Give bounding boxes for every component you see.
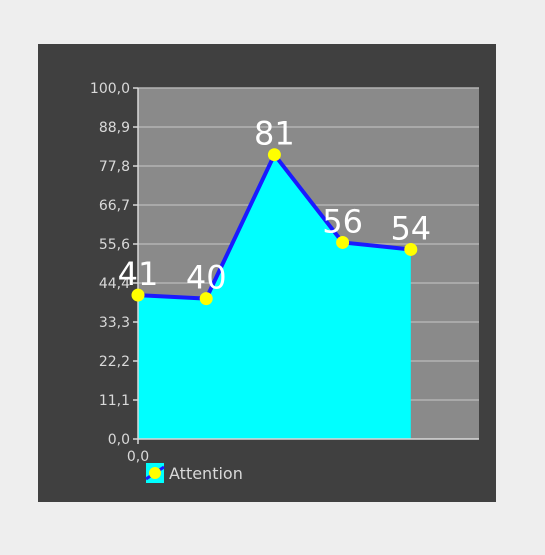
data-label: 54 (390, 209, 431, 247)
y-tick-label: 0,0 (108, 432, 130, 448)
data-point[interactable] (404, 242, 418, 256)
data-point[interactable] (131, 288, 145, 302)
y-tick-label: 55,6 (99, 237, 130, 253)
y-tick-label: 44,4 (99, 276, 130, 292)
legend-marker (149, 467, 161, 479)
attention-chart: 0,0 11,1 22,2 33,3 44,4 55,6 66,7 77,8 88,9 100,0… (90, 81, 479, 483)
y-tick-label: 11,1 (99, 393, 130, 409)
x-tick-label: 0,0 (127, 449, 149, 465)
chart-card: 0,0 11,1 22,2 33,3 44,4 55,6 66,7 77,8 88,9 100,0… (38, 44, 496, 502)
data-label: 56 (322, 202, 363, 240)
series-area (138, 154, 411, 439)
data-label: 40 (186, 259, 227, 297)
y-tick-label: 100,0 (90, 81, 130, 97)
y-tick-label: 22,2 (99, 354, 130, 370)
y-tick-label: 77,8 (99, 159, 130, 175)
y-tick-label: 88,9 (99, 120, 130, 136)
data-point[interactable] (199, 292, 213, 306)
y-tick-label: 33,3 (99, 315, 130, 331)
data-point[interactable] (336, 235, 350, 249)
data-point[interactable] (267, 148, 281, 162)
y-tick-label: 66,7 (99, 198, 130, 214)
legend-label: Attention (169, 464, 243, 483)
data-label: 81 (254, 115, 295, 153)
data-label: 41 (118, 255, 159, 293)
